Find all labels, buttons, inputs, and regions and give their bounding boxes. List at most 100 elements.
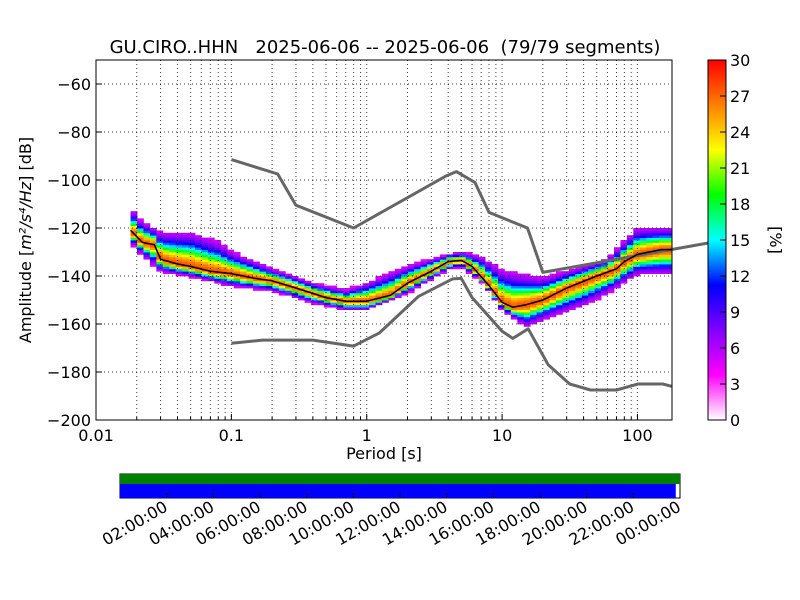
heatmap-cell bbox=[601, 273, 608, 277]
heatmap-cell bbox=[188, 252, 196, 255]
heatmap-cell bbox=[375, 302, 383, 306]
heatmap-cell bbox=[530, 316, 538, 320]
heatmap-cell bbox=[227, 256, 235, 260]
heatmap-cell bbox=[665, 252, 673, 255]
heatmap-cell bbox=[278, 288, 286, 291]
heatmap-cell bbox=[246, 273, 254, 277]
heatmap-cell bbox=[253, 264, 260, 267]
heatmap-cell bbox=[536, 278, 544, 282]
heatmap-cell bbox=[517, 285, 525, 289]
heatmap-cell bbox=[143, 223, 151, 226]
heatmap-cell bbox=[207, 256, 215, 260]
heatmap-cell bbox=[259, 271, 267, 274]
heatmap-cell bbox=[388, 280, 396, 284]
heatmap-cell bbox=[626, 235, 634, 238]
heatmap-cell bbox=[510, 292, 518, 296]
heatmap-cell bbox=[285, 273, 293, 277]
heatmap-cell bbox=[626, 259, 634, 262]
heatmap-cell bbox=[162, 240, 170, 243]
heatmap-cell bbox=[285, 280, 293, 284]
heatmap-cell bbox=[543, 280, 550, 284]
heatmap-cell bbox=[149, 228, 157, 231]
heatmap-cell bbox=[549, 278, 557, 282]
heatmap-cell bbox=[253, 273, 260, 277]
heatmap-cell bbox=[504, 290, 512, 294]
heatmap-cell bbox=[233, 264, 241, 267]
heatmap-cell bbox=[517, 292, 525, 296]
chart-title: GU.CIRO..HHN 2025-06-06 -- 2025-06-06 (7… bbox=[110, 37, 661, 58]
heatmap-cell bbox=[588, 280, 596, 284]
heatmap-cell bbox=[220, 278, 228, 282]
heatmap-cell bbox=[607, 280, 615, 284]
heatmap-cell bbox=[149, 247, 157, 250]
heatmap-cell bbox=[336, 295, 344, 298]
heatmap-cell bbox=[188, 249, 196, 253]
heatmap-cell bbox=[401, 273, 409, 277]
heatmap-cell bbox=[349, 285, 357, 289]
heatmap-cell bbox=[523, 309, 531, 313]
heatmap-cell bbox=[149, 252, 157, 255]
heatmap-cell bbox=[220, 283, 228, 286]
heatmap-cell bbox=[214, 244, 222, 248]
heatmap-cell bbox=[543, 288, 550, 291]
heatmap-cell bbox=[665, 268, 673, 272]
heatmap-cell bbox=[523, 300, 531, 303]
heatmap-cell bbox=[427, 259, 434, 262]
heatmap-cell bbox=[523, 288, 531, 291]
heatmap-cell bbox=[555, 295, 563, 298]
heatmap-cell bbox=[201, 254, 209, 258]
heatmap-cell bbox=[149, 240, 157, 243]
heatmap-cell bbox=[207, 247, 215, 250]
heatmap-cell bbox=[549, 312, 557, 315]
heatmap-cell bbox=[253, 285, 260, 289]
colorbar-tick-label: 24 bbox=[730, 123, 750, 142]
heatmap-cell bbox=[504, 307, 512, 310]
heatmap-cell bbox=[549, 297, 557, 301]
heatmap-cell bbox=[646, 242, 654, 246]
heatmap-cell bbox=[201, 256, 209, 260]
heatmap-cell bbox=[156, 244, 164, 248]
heatmap-cell bbox=[510, 302, 518, 306]
heatmap-cell bbox=[214, 266, 222, 270]
heatmap-cell bbox=[575, 304, 583, 308]
heatmap-cell bbox=[233, 259, 241, 262]
heatmap-cell bbox=[613, 280, 621, 284]
heatmap-cell bbox=[639, 266, 647, 270]
heatmap-cell bbox=[130, 223, 138, 226]
heatmap-cell bbox=[162, 242, 170, 246]
heatmap-cell bbox=[594, 283, 602, 286]
heatmap-cell bbox=[356, 307, 364, 310]
heatmap-cell bbox=[143, 240, 151, 243]
heatmap-cell bbox=[439, 266, 447, 270]
heatmap-cell bbox=[517, 288, 525, 291]
heatmap-cell bbox=[549, 295, 557, 298]
heatmap-cell bbox=[536, 276, 544, 279]
heatmap-cell bbox=[652, 271, 660, 274]
colorbar: 0 3 6 9 12 15 18 21 24 27 30 [%] bbox=[707, 51, 785, 430]
heatmap-cell bbox=[491, 264, 499, 267]
heatmap-cell bbox=[439, 268, 447, 272]
heatmap-cell bbox=[356, 288, 364, 291]
heatmap-cell bbox=[362, 290, 370, 294]
heatmap-cell bbox=[343, 304, 351, 308]
heatmap-cell bbox=[549, 273, 557, 277]
heatmap-cell bbox=[291, 276, 299, 279]
heatmap-cell bbox=[336, 307, 344, 310]
heatmap-cell bbox=[652, 254, 660, 258]
heatmap-cell bbox=[530, 285, 538, 289]
heatmap-cell bbox=[388, 283, 396, 286]
heatmap-cell bbox=[175, 247, 183, 250]
heatmap-cell bbox=[665, 235, 673, 238]
heatmap-cell bbox=[233, 266, 241, 270]
y-tick-label: −160 bbox=[47, 315, 91, 334]
heatmap-cell bbox=[291, 278, 299, 282]
heatmap-cell bbox=[304, 288, 312, 291]
heatmap-cell bbox=[381, 288, 389, 291]
heatmap-cell bbox=[543, 297, 550, 301]
heatmap-cell bbox=[259, 273, 267, 277]
heatmap-cell bbox=[285, 283, 293, 286]
colorbar-tick-label: 18 bbox=[730, 195, 750, 214]
heatmap-cell bbox=[233, 271, 241, 274]
heatmap-cell bbox=[659, 261, 666, 265]
heatmap-cell bbox=[137, 252, 144, 255]
